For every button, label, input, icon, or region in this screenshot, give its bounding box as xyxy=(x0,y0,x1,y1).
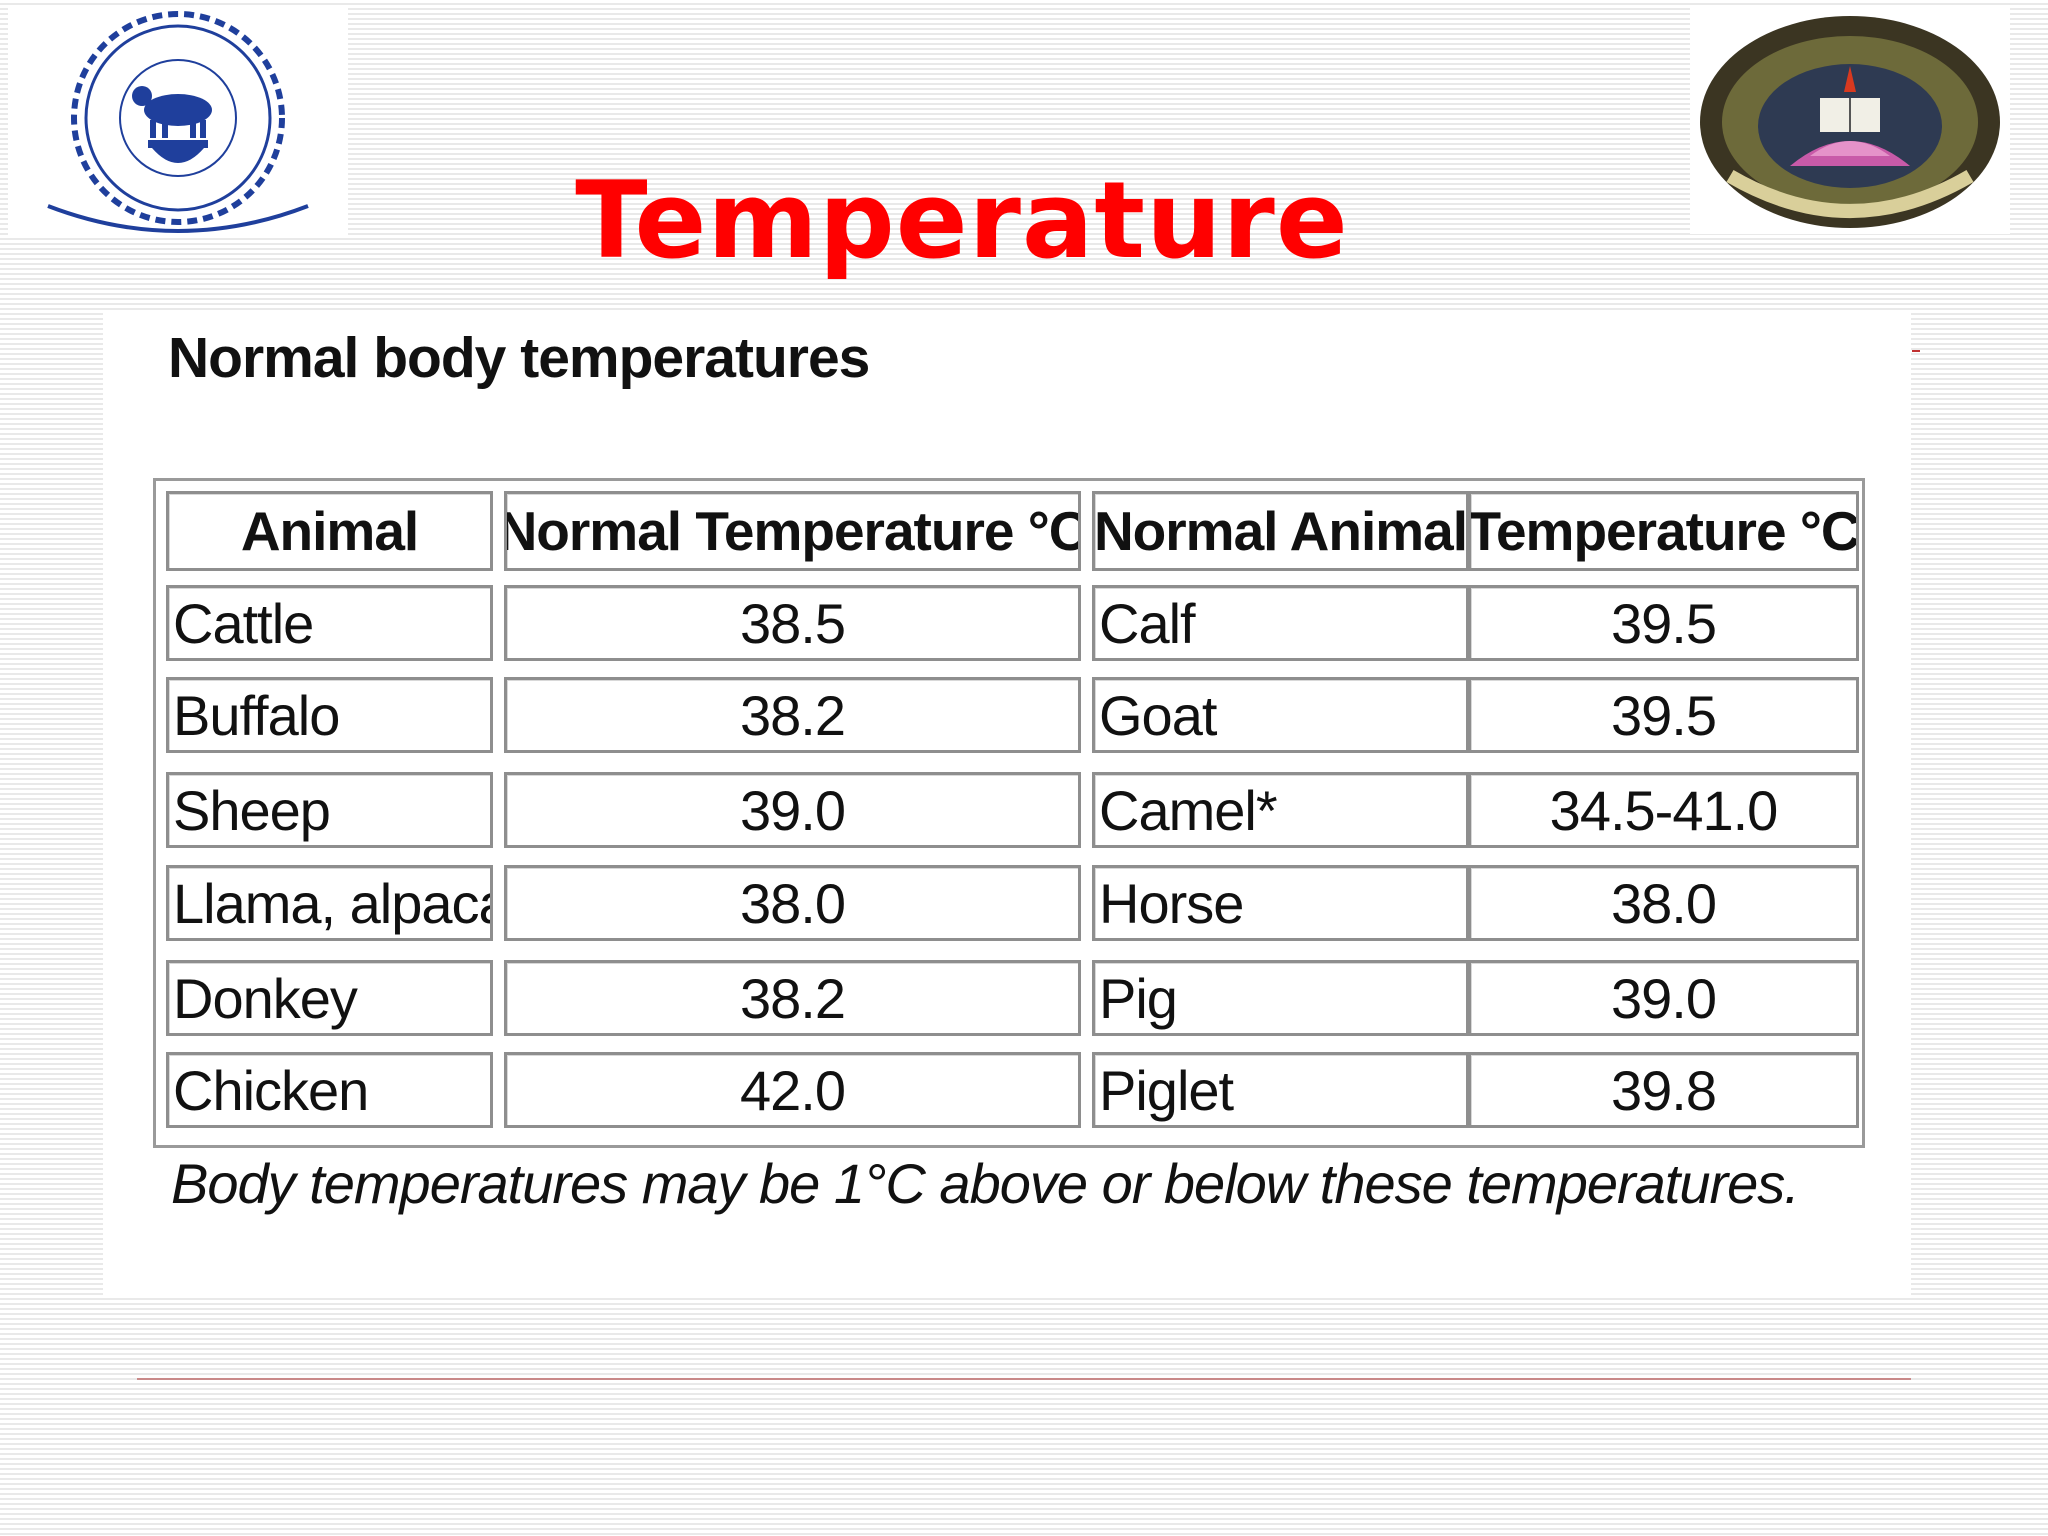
university-seal-logo xyxy=(8,6,348,236)
table-header-cell: Normal Animal xyxy=(1092,491,1469,571)
temperature-table: Animal Normal Temperature °C Normal Anim… xyxy=(153,478,1865,1148)
table-cell: 38.2 xyxy=(504,677,1081,753)
table-cell: Chicken xyxy=(166,1052,493,1128)
footer-divider xyxy=(137,1378,1911,1380)
table-cell: 39.8 xyxy=(1468,1052,1859,1128)
table-header-cell: Normal Temperature °C xyxy=(504,491,1081,571)
table-cell: 38.0 xyxy=(1468,865,1859,941)
table-cell: 38.0 xyxy=(504,865,1081,941)
college-emblem-logo xyxy=(1690,6,2010,234)
table-cell: Donkey xyxy=(166,960,493,1036)
table-cell: Camel* xyxy=(1092,772,1469,848)
table-cell: Cattle xyxy=(166,585,493,661)
table-cell: 39.5 xyxy=(1468,677,1859,753)
content-panel: Normal body temperatures Animal Normal T… xyxy=(103,313,1911,1295)
table-header-cell: Animal xyxy=(166,491,493,571)
table-cell: Pig xyxy=(1092,960,1469,1036)
table-footnote: Body temperatures may be 1°C above or be… xyxy=(171,1152,1800,1215)
table-cell: 34.5-41.0 xyxy=(1468,772,1859,848)
table-cell: 42.0 xyxy=(504,1052,1081,1128)
table-cell: 38.2 xyxy=(504,960,1081,1036)
table-cell: Calf xyxy=(1092,585,1469,661)
table-cell: Buffalo xyxy=(166,677,493,753)
table-cell: Sheep xyxy=(166,772,493,848)
table-header-cell: Temperature °C xyxy=(1468,491,1859,571)
table-cell: Goat xyxy=(1092,677,1469,753)
table-cell: 39.0 xyxy=(504,772,1081,848)
table-cell: Horse xyxy=(1092,865,1469,941)
decorative-tick xyxy=(1912,350,1920,352)
table-cell: Llama, alpaca xyxy=(166,865,493,941)
table-cell: 39.0 xyxy=(1468,960,1859,1036)
section-heading: Normal body temperatures xyxy=(168,326,870,390)
table-cell: Piglet xyxy=(1092,1052,1469,1128)
slide-title: Temperature xyxy=(575,159,1349,282)
table-cell: 39.5 xyxy=(1468,585,1859,661)
table-cell: 38.5 xyxy=(504,585,1081,661)
